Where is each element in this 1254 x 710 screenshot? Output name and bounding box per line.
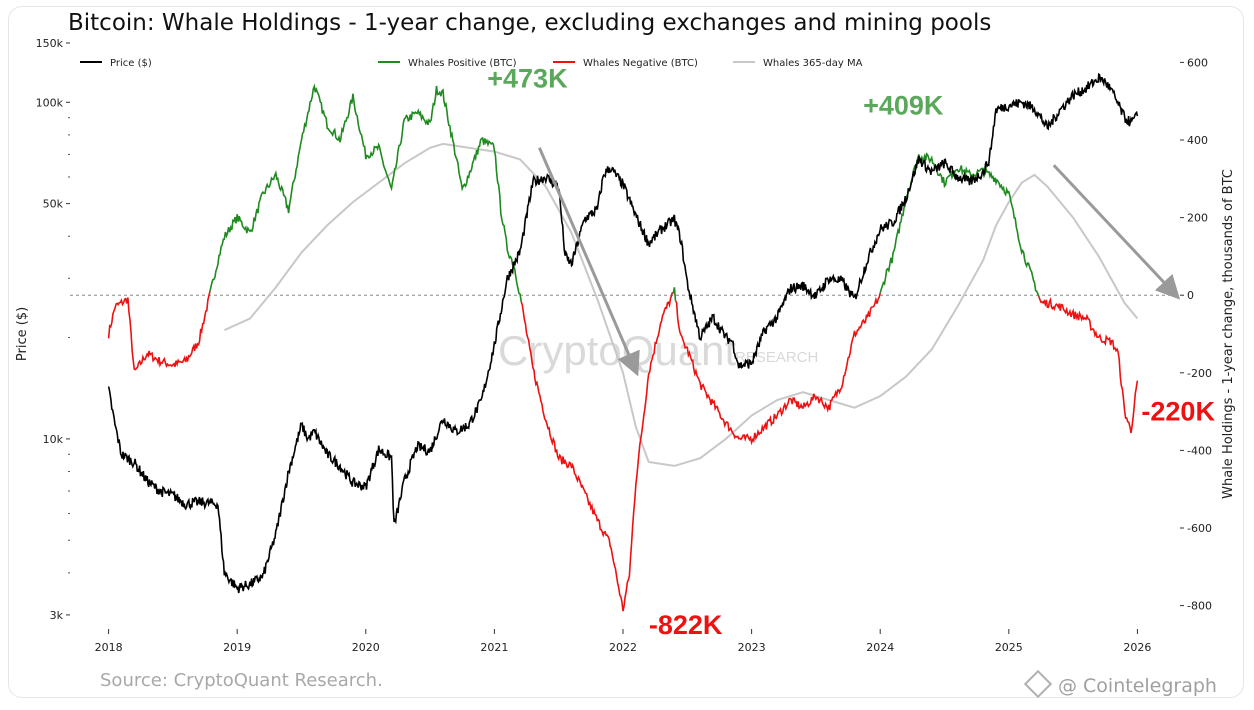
x-tick-label: 2025 (995, 641, 1023, 654)
annotation-label: -822K (649, 610, 723, 640)
legend-layer: Price ($) Whales Positive (BTC) Whales Neg… (80, 58, 863, 69)
right-tick-label: -200 (1187, 367, 1212, 380)
annotation-label: +409K (863, 91, 944, 121)
series-layer (107, 72, 1139, 612)
legend-label: Whales Positive (BTC) (408, 58, 517, 69)
credit-label: @ Cointelegraph (1058, 675, 1217, 697)
axes-layer: 3k 10k 50k 100k 150k 600 400 200 0 -200 -400 -600 -8… (15, 37, 1236, 654)
annotation-label: +473K (487, 64, 568, 94)
x-tick-label: 2023 (738, 641, 766, 654)
source-note: Source: CryptoQuant Research. (100, 670, 383, 691)
legend-label: Whales Negative (BTC) (583, 58, 698, 69)
x-tick-label: 2021 (480, 641, 508, 654)
watermark-text: CryptoQuant (498, 327, 736, 374)
x-tick-label: 2019 (223, 641, 251, 654)
right-tick-label: -600 (1187, 522, 1212, 535)
chart-frame (8, 6, 1244, 698)
right-tick-label: 600 (1187, 56, 1208, 69)
annotation-label: -220K (1141, 397, 1215, 427)
left-tick-label: 50k (43, 198, 64, 211)
left-axis-label: Price ($) (15, 307, 30, 361)
right-tick-label: 0 (1187, 289, 1194, 302)
left-tick-label: 3k (50, 609, 64, 622)
series-ma-line (223, 142, 1139, 467)
right-tick-label: 400 (1187, 134, 1208, 147)
series-whales-negative-4 (674, 292, 881, 446)
x-tick-label: 2022 (609, 641, 637, 654)
right-tick-label: -400 (1187, 444, 1212, 457)
trend-arrow-1 (1052, 164, 1181, 300)
right-axis-label: Whale Holdings - 1-year change, thousand… (1221, 169, 1236, 499)
left-tick-label: 100k (36, 96, 64, 109)
credit-text: @ Cointelegraph (1023, 669, 1217, 699)
x-tick-label: 2020 (352, 641, 380, 654)
x-tick-label: 2026 (1123, 641, 1151, 654)
x-tick-label: 2018 (95, 641, 123, 654)
left-tick-label: 10k (43, 433, 64, 446)
series-whales-negative-0 (107, 291, 211, 371)
series-whales-positive-5 (879, 152, 1040, 297)
annotation-layer: +473K -822K +409K -220K (487, 64, 1215, 640)
cointelegraph-logo-icon (1023, 669, 1053, 699)
left-tick-label: 150k (36, 37, 64, 50)
series-whales-positive-1 (209, 83, 522, 302)
series-price-line (107, 72, 1139, 594)
chart-title: Bitcoin: Whale Holdings - 1-year change,… (68, 10, 992, 36)
legend-label: Whales 365-day MA (763, 58, 863, 69)
legend-label: Price ($) (110, 58, 152, 69)
right-tick-label: -800 (1187, 600, 1212, 613)
x-tick-label: 2024 (866, 641, 894, 654)
series-whales-positive-3 (672, 287, 677, 301)
trend-arrow-0 (538, 147, 640, 377)
series-whales-negative-2 (520, 291, 674, 612)
series-whales-negative-6 (1038, 296, 1139, 434)
right-tick-label: 200 (1187, 212, 1208, 225)
